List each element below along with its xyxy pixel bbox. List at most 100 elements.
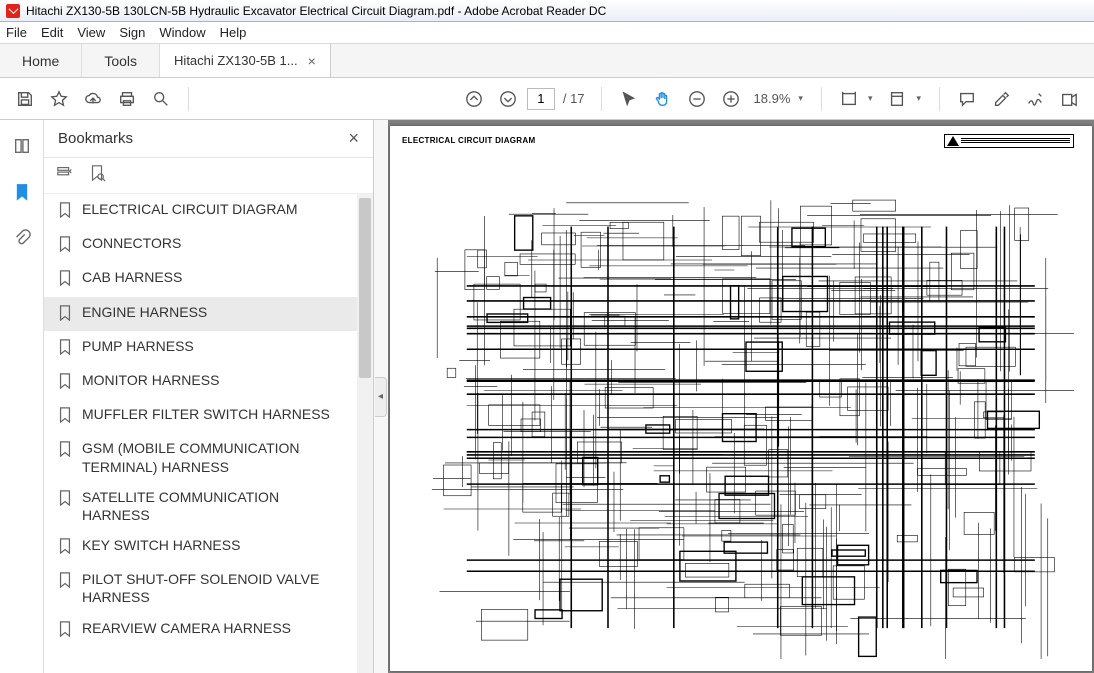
menu-sign[interactable]: Sign (119, 25, 145, 40)
page-up-icon[interactable] (459, 84, 489, 114)
page-view-icon[interactable] (882, 84, 912, 114)
bookmarks-header: Bookmarks × (44, 120, 373, 158)
toolbar-separator (821, 87, 822, 111)
menu-view[interactable]: View (77, 25, 105, 40)
bookmark-icon (58, 621, 72, 641)
toolbar-separator (939, 87, 940, 111)
zoom-in-icon[interactable] (716, 84, 746, 114)
panel-collapse-handle[interactable]: ◂ (374, 120, 388, 673)
bookmark-label: MUFFLER FILTER SWITCH HARNESS (82, 405, 330, 423)
bookmark-item[interactable]: MONITOR HARNESS (44, 365, 373, 399)
warning-text-lines (961, 138, 1070, 144)
save-icon[interactable] (10, 84, 40, 114)
zoom-dropdown-icon[interactable]: ▾ (798, 93, 803, 104)
tab-tools[interactable]: Tools (82, 44, 160, 77)
bookmark-label: KEY SWITCH HARNESS (82, 536, 240, 554)
bookmarks-find-icon[interactable] (88, 164, 106, 187)
bookmark-item[interactable]: CONNECTORS (44, 228, 373, 262)
bookmark-label: CAB HARNESS (82, 268, 182, 286)
bookmark-item[interactable]: SATELLITE COMMUNICATION HARNESS (44, 482, 373, 530)
toolbar: / 17 18.9% ▾ ▾ ▾ (0, 78, 1094, 120)
page-total-label: / 17 (563, 91, 585, 106)
menu-file[interactable]: File (6, 25, 27, 40)
bookmarks-close-icon[interactable]: × (348, 128, 359, 149)
bookmark-icon (58, 490, 72, 510)
pdf-app-icon (6, 4, 20, 18)
bookmark-item[interactable]: PUMP HARNESS (44, 331, 373, 365)
thumbnails-rail-icon[interactable] (8, 132, 36, 160)
print-icon[interactable] (112, 84, 142, 114)
bookmark-label: REARVIEW CAMERA HARNESS (82, 619, 291, 637)
menu-bar: File Edit View Sign Window Help (0, 22, 1094, 44)
more-tools-icon[interactable] (1054, 84, 1084, 114)
hand-tool-icon[interactable] (648, 84, 678, 114)
bookmarks-panel: Bookmarks × ELECTRICAL CIRCUIT DIAGRAM CO… (44, 120, 374, 673)
bookmark-label: PILOT SHUT-OFF SOLENOID VALVE HARNESS (82, 570, 332, 606)
toolbar-separator (188, 87, 189, 111)
bookmark-icon (58, 538, 72, 558)
bookmark-icon (58, 339, 72, 359)
bookmark-label: SATELLITE COMMUNICATION HARNESS (82, 488, 332, 524)
zoom-value: 18.9% (754, 91, 791, 106)
view-dropdown-icon[interactable]: ▾ (916, 93, 921, 104)
bookmark-icon (58, 236, 72, 256)
bookmark-icon (58, 572, 72, 592)
star-icon[interactable] (44, 84, 74, 114)
bookmark-label: PUMP HARNESS (82, 337, 194, 355)
bookmark-item[interactable]: ELECTRICAL CIRCUIT DIAGRAM (44, 194, 373, 228)
tab-document-label: Hitachi ZX130-5B 1... (174, 53, 298, 68)
comment-icon[interactable] (952, 84, 982, 114)
menu-window[interactable]: Window (159, 25, 205, 40)
bookmark-item[interactable]: KEY SWITCH HARNESS (44, 530, 373, 564)
side-rail (0, 120, 44, 673)
bookmark-icon (58, 202, 72, 222)
main-area: Bookmarks × ELECTRICAL CIRCUIT DIAGRAM CO… (0, 120, 1094, 673)
bookmarks-options-icon[interactable] (56, 164, 74, 187)
bookmark-item[interactable]: PILOT SHUT-OFF SOLENOID VALVE HARNESS (44, 564, 373, 612)
attachments-rail-icon[interactable] (8, 224, 36, 252)
menu-help[interactable]: Help (220, 25, 247, 40)
cloud-icon[interactable] (78, 84, 108, 114)
bookmark-item[interactable]: ENGINE HARNESS (44, 297, 373, 331)
bookmark-label: CONNECTORS (82, 234, 181, 252)
scrollbar-thumb[interactable] (359, 198, 371, 378)
bookmark-item[interactable]: CAB HARNESS (44, 262, 373, 296)
bookmarks-list: ELECTRICAL CIRCUIT DIAGRAM CONNECTORS CAB … (44, 194, 373, 673)
bookmarks-title: Bookmarks (58, 130, 133, 147)
diagram-svg (408, 186, 1074, 659)
fit-dropdown-icon[interactable]: ▾ (868, 93, 873, 104)
tab-close-icon[interactable]: × (308, 53, 316, 69)
bookmark-item[interactable]: GSM (MOBILE COMMUNICATION TERMINAL) HARN… (44, 433, 373, 481)
search-icon[interactable] (146, 84, 176, 114)
bookmark-icon (58, 407, 72, 427)
bookmarks-toolbar (44, 158, 373, 194)
warning-triangle-icon (947, 136, 959, 146)
tab-document[interactable]: Hitachi ZX130-5B 1... × (160, 44, 331, 77)
circuit-diagram (408, 186, 1074, 659)
sign-icon[interactable] (1020, 84, 1050, 114)
bookmark-item[interactable]: REARVIEW CAMERA HARNESS (44, 613, 373, 647)
page-down-icon[interactable] (493, 84, 523, 114)
document-view[interactable]: ELECTRICAL CIRCUIT DIAGRAM (388, 120, 1094, 673)
collapse-arrow-icon: ◂ (375, 377, 387, 417)
toolbar-separator (601, 87, 602, 111)
window-titlebar: Hitachi ZX130-5B 130LCN-5B Hydraulic Exc… (0, 0, 1094, 22)
tab-home[interactable]: Home (0, 44, 82, 77)
tab-bar: Home Tools Hitachi ZX130-5B 1... × (0, 44, 1094, 78)
warning-box (944, 134, 1074, 148)
menu-edit[interactable]: Edit (41, 25, 63, 40)
zoom-out-icon[interactable] (682, 84, 712, 114)
page-number-input[interactable] (527, 88, 555, 110)
bookmark-label: ENGINE HARNESS (82, 303, 207, 321)
bookmark-icon (58, 270, 72, 290)
highlight-icon[interactable] (986, 84, 1016, 114)
bookmarks-scrollbar[interactable] (357, 194, 373, 673)
bookmark-label: GSM (MOBILE COMMUNICATION TERMINAL) HARN… (82, 439, 332, 475)
bookmark-item[interactable]: MUFFLER FILTER SWITCH HARNESS (44, 399, 373, 433)
pdf-page: ELECTRICAL CIRCUIT DIAGRAM (390, 126, 1092, 671)
window-title: Hitachi ZX130-5B 130LCN-5B Hydraulic Exc… (26, 4, 606, 18)
fit-width-icon[interactable] (834, 84, 864, 114)
bookmark-icon (58, 305, 72, 325)
bookmarks-rail-icon[interactable] (8, 178, 36, 206)
select-tool-icon[interactable] (614, 84, 644, 114)
